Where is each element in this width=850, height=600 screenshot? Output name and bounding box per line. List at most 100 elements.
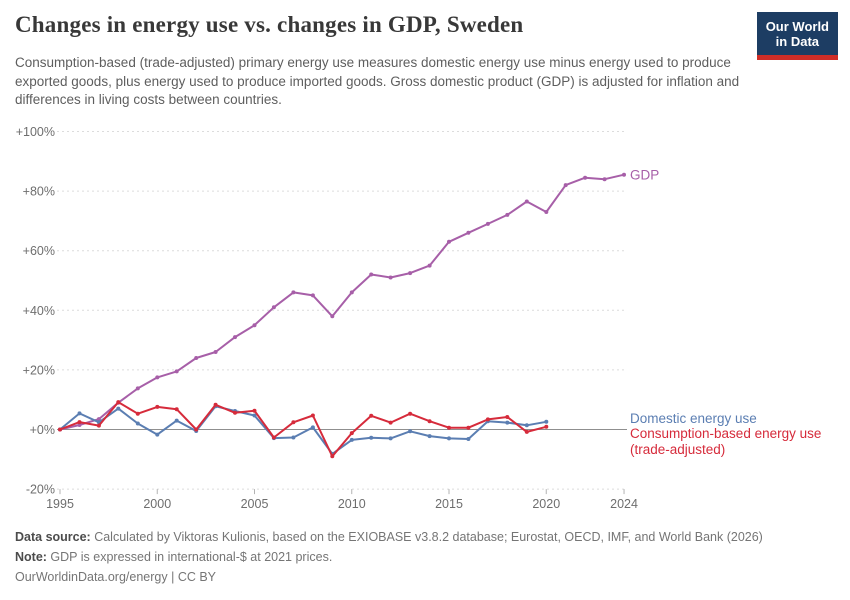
page-title: Changes in energy use vs. changes in GDP…	[15, 12, 524, 37]
y-tick-label: +0%	[30, 423, 55, 437]
gdp-point	[408, 271, 413, 276]
data-source-line: Data source: Calculated by Viktoras Kuli…	[15, 527, 835, 547]
gdp-point	[544, 210, 549, 214]
license-text: | CC BY	[167, 570, 217, 584]
gdp-point	[155, 375, 160, 380]
domestic-energy-point	[116, 406, 121, 411]
gdp-point	[135, 386, 140, 391]
consumption-energy-point	[252, 408, 257, 413]
domestic-energy-point	[408, 429, 413, 434]
gdp-point	[291, 290, 296, 295]
owid-logo-line2: in Data	[775, 34, 820, 49]
owid-logo: Our World in Data	[756, 12, 838, 60]
consumption-energy-point	[58, 427, 62, 432]
consumption-energy-point	[369, 413, 374, 418]
domestic-energy-point	[388, 436, 393, 441]
gdp-point	[252, 323, 257, 328]
consumption-energy-point	[524, 429, 529, 434]
consumption-energy-point	[505, 415, 510, 419]
domestic-energy-label: Domestic energy use	[630, 411, 757, 426]
gdp-point	[388, 275, 393, 280]
series-consumption-energy: Consumption-based energy use(trade-adjus…	[58, 400, 821, 459]
consumption-energy-point	[544, 424, 549, 429]
consumption-energy-point	[194, 427, 199, 432]
domestic-energy-point	[77, 411, 82, 416]
consumption-energy-point	[271, 435, 276, 440]
owid-logo-line1: Our World	[765, 19, 829, 34]
domestic-energy-point	[291, 435, 296, 440]
gdp-point	[271, 305, 276, 310]
domestic-energy-point	[427, 434, 432, 439]
consumption-energy-point	[291, 420, 296, 425]
gdp-point	[330, 314, 335, 319]
consumption-energy-point	[466, 425, 471, 430]
domestic-energy-point	[349, 437, 354, 442]
domestic-energy-point	[466, 437, 471, 441]
domestic-energy-point	[135, 421, 140, 426]
domestic-energy-point	[174, 418, 179, 423]
gdp-point	[505, 212, 510, 217]
domestic-energy-point	[524, 423, 529, 428]
domestic-energy-point	[505, 420, 510, 425]
gdp-line	[59, 173, 625, 431]
consumption-energy-point	[485, 417, 490, 422]
domestic-energy-point	[310, 425, 315, 430]
note-line: Note: GDP is expressed in international-…	[15, 547, 835, 567]
consumption-energy-point	[213, 402, 218, 407]
gdp-point	[524, 199, 529, 204]
consumption-energy-label: (trade-adjusted)	[630, 442, 725, 457]
consumption-energy-point	[310, 413, 315, 418]
chart-subtitle: Consumption-based (trade-adjusted) prima…	[15, 55, 740, 107]
domestic-energy-point	[252, 413, 257, 418]
note-label: Note:	[15, 550, 47, 564]
gdp-point	[77, 423, 82, 427]
gdp-point	[310, 293, 315, 298]
domestic-energy-line	[59, 405, 547, 455]
gdp-label: GDP	[630, 168, 659, 183]
gdp-point	[485, 221, 490, 226]
gdp-point	[194, 356, 199, 360]
consumption-energy-point	[408, 411, 413, 416]
y-tick-label: -20%	[26, 483, 55, 497]
chart-footer: Data source: Calculated by Viktoras Kuli…	[15, 527, 835, 587]
consumption-energy-point	[174, 407, 179, 412]
gdp-point	[96, 417, 101, 422]
gdp-point	[233, 335, 237, 340]
consumption-energy-point	[349, 431, 354, 436]
gdp-point	[213, 350, 218, 354]
gdp-point	[447, 239, 451, 244]
data-source-label: Data source:	[15, 530, 91, 544]
chart-canvas: +100% +80% +60% +40% +20% +0% -20% 1995 2000 2005…	[0, 105, 850, 515]
y-tick-label: +20%	[23, 363, 55, 377]
owid-url-link[interactable]: OurWorldinData.org/energy	[15, 570, 168, 584]
gdp-point	[622, 172, 626, 177]
gdp-point	[369, 272, 374, 277]
domestic-energy-point	[447, 436, 451, 441]
consumption-energy-point	[330, 454, 335, 459]
y-tick-label: +100%	[16, 125, 55, 139]
gdp-point	[466, 230, 471, 235]
consumption-energy-point	[77, 420, 82, 425]
x-tick-label: 2005	[241, 497, 269, 511]
y-tick-label: +40%	[23, 304, 55, 318]
y-tick-label: +80%	[23, 185, 55, 199]
chart-svg: +100% +80% +60% +40% +20% +0% -20%1995 2000 2005…	[16, 125, 822, 511]
x-tick-label: 1995	[46, 497, 74, 511]
consumption-energy-point	[116, 400, 121, 405]
y-tick-label: +60%	[23, 244, 55, 258]
license-line: OurWorldinData.org/energy | CC BY	[15, 567, 835, 587]
consumption-energy-point	[447, 425, 451, 430]
consumption-energy-point	[96, 423, 101, 428]
consumption-energy-point	[388, 420, 393, 425]
consumption-energy-label: Consumption-based energy use	[630, 426, 821, 441]
consumption-energy-point	[233, 410, 237, 415]
gdp-point	[602, 177, 607, 182]
domestic-energy-point	[544, 419, 549, 424]
consumption-energy-line	[59, 401, 547, 458]
x-tick-label: 2010	[338, 497, 366, 511]
consumption-energy-point	[155, 404, 160, 409]
gdp-point	[583, 175, 588, 180]
consumption-energy-point	[427, 419, 432, 424]
x-tick-label: 2024	[610, 497, 638, 511]
